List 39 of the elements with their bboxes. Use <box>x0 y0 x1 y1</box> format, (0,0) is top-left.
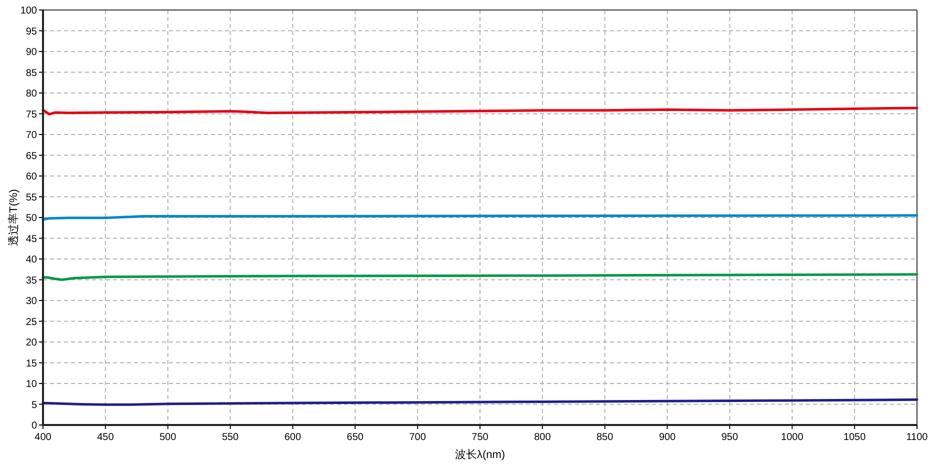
y-tick-label: 25 <box>26 316 38 328</box>
x-tick-label: 750 <box>472 432 489 443</box>
x-tick-label: 600 <box>284 432 302 443</box>
x-tick-label: 1050 <box>843 432 866 443</box>
x-tick-label: 950 <box>721 432 738 443</box>
x-tick-label: 850 <box>596 432 614 443</box>
y-tick-label: 80 <box>26 88 38 100</box>
x-tick-label: 500 <box>160 432 177 443</box>
y-tick-label: 65 <box>26 150 38 162</box>
x-tick-label: 900 <box>658 432 676 443</box>
y-tick-label: 45 <box>26 234 38 245</box>
x-tick-label: 550 <box>222 432 240 443</box>
x-tick-label: 400 <box>34 432 52 443</box>
y-tick-label: 40 <box>26 254 38 266</box>
y-tick-label: 5 <box>31 400 38 411</box>
y-tick-label: 100 <box>20 6 38 16</box>
y-tick-label: 50 <box>26 213 38 224</box>
y-tick-label: 35 <box>26 275 38 286</box>
x-tick-label: 650 <box>346 432 364 443</box>
y-tick-label: 0 <box>31 420 38 432</box>
y-tick-label: 60 <box>26 172 38 182</box>
y-tick-label: 85 <box>26 68 38 79</box>
x-tick-label: 700 <box>409 432 426 443</box>
y-tick-label: 15 <box>26 358 38 370</box>
y-tick-label: 75 <box>26 109 38 120</box>
x-tick-label: 1100 <box>906 432 928 443</box>
x-tick-label: 450 <box>97 432 114 443</box>
line-series <box>42 106 918 116</box>
y-tick-label: 95 <box>26 26 38 38</box>
x-axis-title: 波长λ(nm) <box>454 448 506 461</box>
y-tick-label: 70 <box>26 130 38 141</box>
y-tick-label: 10 <box>26 379 38 390</box>
y-tick-label: 30 <box>26 296 38 307</box>
y-tick-label: 20 <box>26 338 38 348</box>
y-tick-label: 55 <box>26 192 38 204</box>
x-tick-label: 800 <box>534 432 552 443</box>
y-tick-label: 90 <box>26 47 38 58</box>
x-tick-label: 1000 <box>781 432 804 443</box>
y-axis-title: 透过率T(%) <box>7 189 20 246</box>
